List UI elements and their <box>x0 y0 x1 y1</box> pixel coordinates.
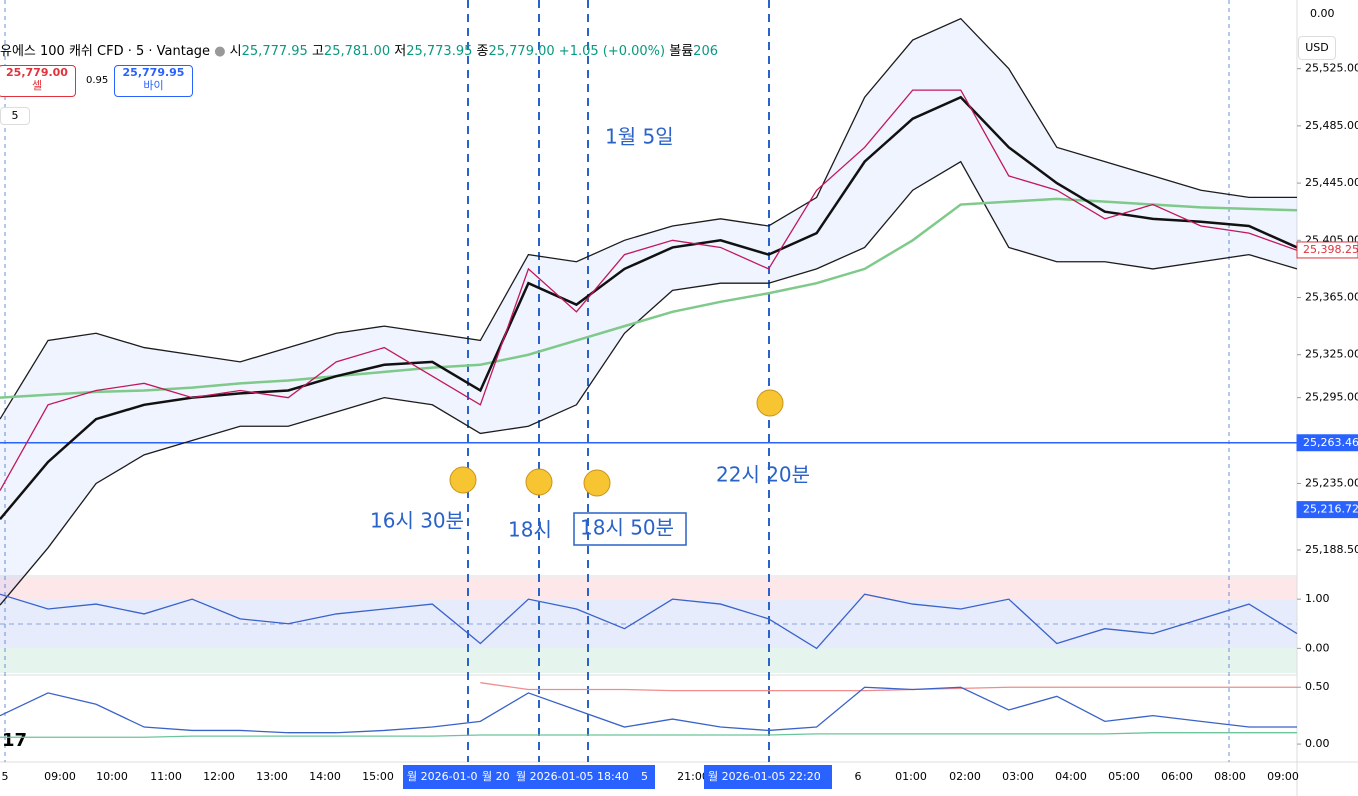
cursor-tag <box>403 765 478 789</box>
cursor-label: 월 2026-01-05 22:20 <box>708 770 821 783</box>
cursor-label: 월 2026-01-0 <box>407 770 478 783</box>
emoji <box>449 466 477 494</box>
x-tick-label: 02:00 <box>949 770 981 783</box>
x-tick-label: 01:00 <box>895 770 927 783</box>
annotation: 18시 <box>508 518 552 542</box>
price-tag <box>1296 501 1358 519</box>
label: 저 <box>394 44 407 59</box>
y-tick-label: 25,325.00 <box>1305 348 1358 361</box>
x-tick-label: 05:00 <box>1108 770 1140 783</box>
open: 25,777.95 <box>241 44 308 59</box>
x-tick-label: 08:00 <box>1214 770 1246 783</box>
y-tick-label: 25,365.00 <box>1305 291 1358 304</box>
overbought-zone <box>0 577 1297 600</box>
sell-label: 셀 <box>31 79 43 92</box>
label: 고 <box>311 44 324 59</box>
x-tick-label: 6 <box>855 770 862 783</box>
series-line <box>0 197 1298 399</box>
label: 볼륨 <box>669 44 694 59</box>
series-line <box>0 160 1298 606</box>
y-tick-label: 25,295.00 <box>1305 391 1358 404</box>
label: 시 <box>229 44 242 59</box>
price-tag <box>1296 241 1358 259</box>
emoji <box>583 469 611 497</box>
series-line <box>0 95 1298 521</box>
cursor-label: 월 20 <box>482 770 510 783</box>
low: 25,773.95 <box>406 44 473 59</box>
y-tick-label: 25,235.00 <box>1305 476 1358 489</box>
series-line <box>0 89 1298 491</box>
price-tag-label: 25,216.72 <box>1303 503 1358 516</box>
series-line <box>0 686 1297 734</box>
label: 종 <box>476 44 489 59</box>
series-line <box>0 732 1297 738</box>
x-tick-label: 04:00 <box>1055 770 1087 783</box>
price-tag-label: 25,398.25 <box>1303 243 1358 256</box>
x-tick-label: 09:00 <box>44 770 76 783</box>
x-tick-label: 11:00 <box>150 770 182 783</box>
y-tick-label: 0.00 <box>1305 641 1330 654</box>
price-tag <box>1296 434 1358 452</box>
sell-price: 25,779.00 <box>6 66 68 79</box>
oversold-zone <box>0 648 1297 673</box>
cursor-tag <box>704 765 832 789</box>
volume: 206 <box>693 44 718 59</box>
interval: 5 <box>11 109 19 122</box>
x-tick-label: 03:00 <box>1002 770 1034 783</box>
annotation: 16시 30분 <box>370 509 464 533</box>
y-tick-label: 25,188.50 <box>1305 543 1358 556</box>
buy-button[interactable]: 25,779.95 바이 <box>114 65 193 97</box>
price-tag-label: 25,263.46 <box>1303 436 1358 449</box>
emojis <box>449 389 784 497</box>
vlines <box>467 0 770 762</box>
high: 25,781.00 <box>323 44 391 59</box>
y-tick-label: 0.00 <box>1305 737 1330 750</box>
x-tick-label: 06:00 <box>1161 770 1193 783</box>
emoji <box>525 468 553 496</box>
series-line <box>0 593 1298 650</box>
y-tick-label: 0.50 <box>1305 680 1330 693</box>
x-tick-label: 13:00 <box>256 770 288 783</box>
header: 유에스 100 캐쉬 CFD · 5 · Vantage ● 시25,777.9… <box>0 44 718 59</box>
top-axis-label: 0.00 <box>1310 7 1335 20</box>
currency: USD <box>1305 41 1329 54</box>
x-tick-label: 14:00 <box>309 770 341 783</box>
interval-select[interactable]: 5 <box>0 107 30 125</box>
logo: 17 <box>2 730 27 751</box>
sell-button[interactable]: 25,779.00 셀 <box>0 65 76 97</box>
y-tick-label: 25,445.00 <box>1305 176 1358 189</box>
annotation: 1월 5일 <box>605 125 674 149</box>
symbol: 유에스 100 캐쉬 CFD · 5 · Vantage <box>0 44 211 59</box>
series-line <box>480 682 1297 692</box>
emoji <box>756 389 784 417</box>
spread: 0.95 <box>86 75 109 86</box>
buy-label: 바이 <box>143 79 164 92</box>
x-tick-label: 12:00 <box>203 770 235 783</box>
x-tick-label: 21:00 <box>677 770 709 783</box>
buy-price: 25,779.95 <box>122 66 185 79</box>
annotation-box <box>573 512 687 546</box>
cursor-label: 월 2026-01-05 18:40 <box>516 770 629 783</box>
series-line <box>0 17 1297 420</box>
y-tick-label: 25,485.00 <box>1305 119 1358 132</box>
x-tick-label: 10:00 <box>96 770 128 783</box>
x-tick-label: 5 <box>2 770 9 783</box>
currency-button[interactable]: USD <box>1298 36 1336 60</box>
x-tick-label: 09:00 <box>1267 770 1299 783</box>
y-tick-label: 25,525.00 <box>1305 62 1358 75</box>
change: +1.05 (+0.00%) <box>558 44 666 59</box>
y-tick-label: 1.00 <box>1305 592 1330 605</box>
x-tick-label: 15:00 <box>362 770 394 783</box>
annotation: 22시 20분 <box>716 463 810 487</box>
cursor-tag <box>512 765 652 789</box>
cursor-label: 5 <box>641 770 648 783</box>
annotation: 18시 50분 <box>580 516 674 540</box>
cursor-tag <box>637 765 655 789</box>
close: 25,779.00 <box>488 44 555 59</box>
